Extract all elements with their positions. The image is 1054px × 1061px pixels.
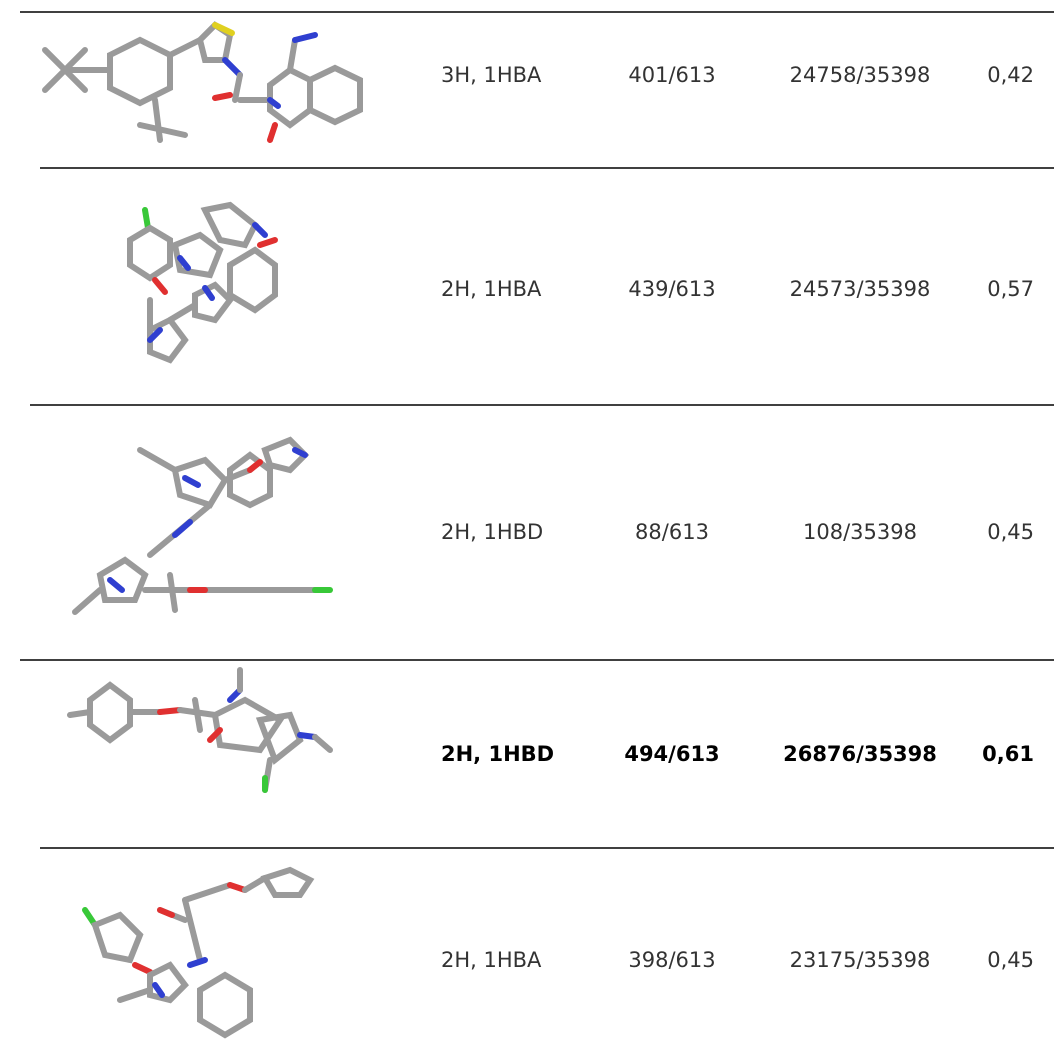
table-cell: 439/613: [628, 277, 715, 301]
table-cell: 2H, 1HBA: [441, 277, 541, 301]
table-cell: 0,42: [987, 63, 1034, 87]
molecule-image: [130, 205, 275, 360]
table-cell: 24758/35398: [790, 63, 931, 87]
table-cell: 2H, 1HBD: [441, 520, 543, 544]
table-cell: 398/613: [628, 948, 715, 972]
table-cell: 2H, 1HBD: [441, 742, 554, 766]
table-cell: 401/613: [628, 63, 715, 87]
table: 3H, 1HBA 401/613 24758/35398 0,42 2H, 1HBA 43…: [0, 0, 1054, 1061]
table-cell: 24573/35398: [790, 277, 931, 301]
table-cell: 494/613: [624, 742, 719, 766]
molecule-image: [70, 670, 330, 790]
molecule-image: [85, 870, 310, 1035]
table-cell: 3H, 1HBA: [441, 63, 541, 87]
table-cell: 88/613: [635, 520, 709, 544]
table-cell: 26876/35398: [783, 742, 937, 766]
row-rules: [20, 12, 1054, 848]
table-cell: 108/35398: [803, 520, 917, 544]
table-cell: 0,45: [987, 948, 1034, 972]
table-cell: 23175/35398: [790, 948, 931, 972]
table-cell: 0,57: [987, 277, 1034, 301]
table-cell: 0,45: [987, 520, 1034, 544]
page: {"table": {"rows": [ ["3H, 1HBA", "401/6…: [0, 0, 1054, 1061]
molecule-image: [75, 440, 330, 612]
table-cell: 2H, 1HBA: [441, 948, 541, 972]
molecule-image: [45, 25, 360, 140]
table-cell: 0,61: [982, 742, 1034, 766]
